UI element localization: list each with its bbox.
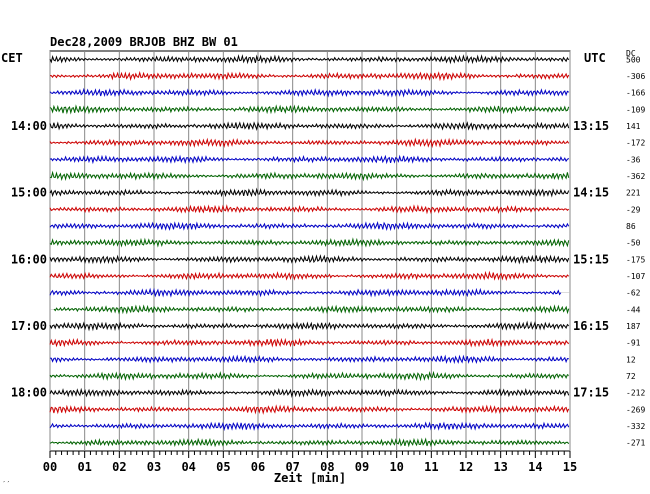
trace-line — [49, 137, 570, 149]
x-tick-label: 15 — [563, 460, 577, 474]
trace-line — [53, 304, 570, 315]
x-tick-label: 10 — [389, 460, 403, 474]
dc-offset-label: -306 — [626, 72, 645, 81]
trace-line — [49, 320, 570, 332]
x-tick-label: 01 — [77, 460, 91, 474]
trace-line — [49, 437, 570, 448]
trace-line — [49, 421, 570, 432]
dc-offset-label: 141 — [626, 122, 641, 131]
dc-offset-label: 221 — [626, 189, 641, 198]
x-tick-label: 06 — [251, 460, 265, 474]
x-tick-label: 05 — [216, 460, 230, 474]
cet-hour-label: 18:00 — [11, 386, 47, 400]
trace-line — [49, 387, 570, 398]
dc-offset-label: -50 — [626, 239, 641, 248]
x-tick-label: 12 — [459, 460, 473, 474]
x-tick-label: 14 — [528, 460, 542, 474]
trace-line — [49, 170, 570, 182]
x-tick-label: 03 — [147, 460, 161, 474]
cet-hour-label: 17:00 — [11, 319, 47, 333]
x-tick-label: 00 — [43, 460, 57, 474]
labels: 00 01 02 03 04 05 06 07 08 09 10 11 12 13 14 15 500 -306 -… — [11, 55, 646, 474]
trace-line — [49, 337, 570, 348]
trace-line — [49, 204, 570, 215]
trace-line — [49, 270, 570, 281]
dc-offset-label: -109 — [626, 105, 645, 114]
dc-offset-label: 500 — [626, 55, 641, 64]
dc-offset-label: -44 — [626, 305, 641, 314]
trace-line — [49, 220, 570, 232]
utc-hour-label: 15:15 — [573, 252, 609, 266]
x-tick-label: 08 — [320, 460, 334, 474]
dc-offset-label: -62 — [626, 289, 641, 298]
utc-hour-label: 13:15 — [573, 119, 609, 133]
traces — [49, 54, 570, 448]
grid — [49, 50, 571, 458]
utc-hour-label: 17:15 — [573, 386, 609, 400]
corner-mark: ′′ — [2, 480, 10, 488]
trace-line — [49, 87, 569, 98]
x-tick-label: 09 — [355, 460, 369, 474]
trace-line — [49, 287, 562, 298]
cet-label: CET — [1, 51, 23, 65]
trace-line — [49, 54, 570, 65]
dc-offset-label: -107 — [626, 272, 645, 281]
trace-line — [49, 154, 570, 165]
dc-offset-label: -269 — [626, 405, 645, 414]
x-tick-label: 02 — [112, 460, 126, 474]
dc-offset-label: -271 — [626, 439, 645, 448]
dc-offset-label: -175 — [626, 255, 645, 264]
x-tick-label: 07 — [285, 460, 299, 474]
dc-offset-label: -166 — [626, 89, 645, 98]
trace-line — [49, 370, 569, 382]
dc-offset-label: 187 — [626, 322, 641, 331]
dc-offset-label: 86 — [626, 222, 636, 231]
dc-offset-label: -212 — [626, 389, 645, 398]
trace-line — [49, 404, 570, 415]
cet-hour-label: 15:00 — [11, 186, 47, 200]
dc-offset-label: -332 — [626, 422, 645, 431]
cet-hour-label: 16:00 — [11, 252, 47, 266]
dc-offset-label: -172 — [626, 139, 645, 148]
trace-line — [49, 354, 569, 365]
x-tick-label: 11 — [424, 460, 438, 474]
cet-hour-label: 14:00 — [11, 119, 47, 133]
dc-offset-label: 72 — [626, 372, 636, 381]
dc-offset-label: -91 — [626, 339, 641, 348]
utc-hour-label: 14:15 — [573, 186, 609, 200]
chart-title: Dec28,2009 BRJOB BHZ BW 01 — [50, 35, 238, 49]
utc-label: UTC — [584, 51, 606, 65]
dc-offset-label: -29 — [626, 205, 641, 214]
trace-line — [49, 237, 570, 248]
dc-offset-label: -362 — [626, 172, 645, 181]
trace-line — [49, 187, 570, 198]
trace-line — [49, 254, 570, 265]
x-tick-label: 13 — [493, 460, 507, 474]
x-axis-label: Zeit [min] — [274, 471, 346, 485]
x-tick-label: 04 — [181, 460, 195, 474]
utc-hour-label: 16:15 — [573, 319, 609, 333]
dc-offset-label: 12 — [626, 355, 636, 364]
dc-label: DC — [626, 49, 636, 58]
trace-line — [49, 104, 570, 115]
trace-line — [49, 121, 570, 132]
trace-line — [49, 70, 570, 82]
dc-offset-label: -36 — [626, 155, 641, 164]
